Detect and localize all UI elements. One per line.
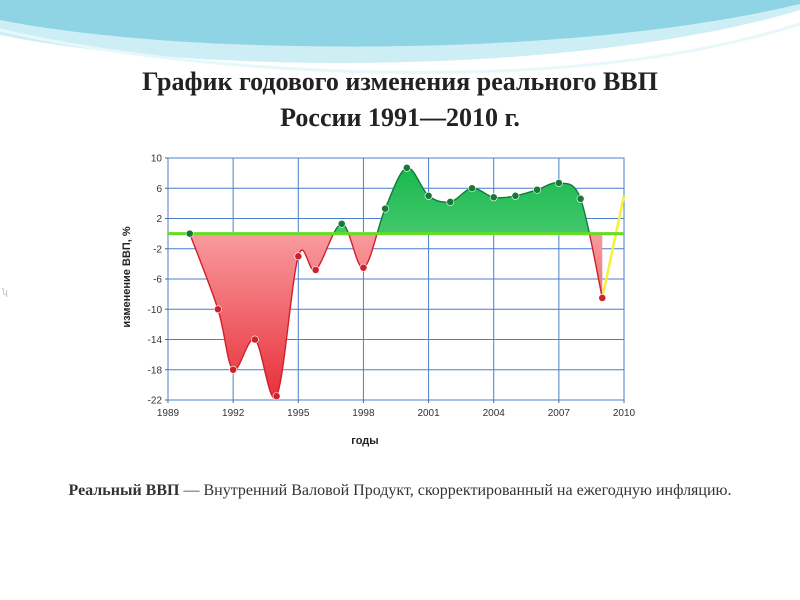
slide-title-line-1: График годового изменения реального ВВП bbox=[142, 67, 658, 96]
data-point bbox=[533, 185, 542, 194]
data-point bbox=[381, 204, 390, 213]
data-point bbox=[214, 305, 222, 314]
data-point bbox=[446, 197, 455, 206]
x-tick-label: 2007 bbox=[548, 408, 571, 419]
data-point bbox=[554, 179, 563, 187]
wave-highlight bbox=[0, 22, 800, 74]
data-point bbox=[424, 191, 433, 200]
x-tick-label: 2004 bbox=[483, 408, 506, 419]
caption-definition: — Внутренний Валовой Продукт, скорректир… bbox=[179, 482, 732, 499]
data-point bbox=[468, 184, 476, 193]
y-tick-label: 10 bbox=[151, 154, 163, 165]
wave-front bbox=[0, 0, 800, 47]
data-point bbox=[294, 252, 303, 261]
y-tick-label: -18 bbox=[148, 365, 163, 376]
data-point bbox=[250, 335, 259, 344]
x-tick-label: 2001 bbox=[417, 408, 440, 419]
slide-title: График годового изменения реального ВВП … bbox=[60, 64, 740, 136]
data-point bbox=[185, 229, 194, 238]
data-point bbox=[272, 392, 281, 401]
data-point bbox=[576, 194, 585, 203]
caption-term: Реальный ВВП bbox=[68, 482, 180, 499]
slide-title-line-2: России 1991—2010 г. bbox=[280, 103, 520, 132]
x-axis-ticks: 1989 1992 1995 1998 2001 2004 2007 2010 bbox=[157, 400, 636, 419]
negative-area bbox=[189, 233, 603, 399]
positive-area bbox=[189, 167, 603, 234]
y-axis-title: изменение ВВП, % bbox=[121, 226, 133, 327]
data-point bbox=[511, 191, 520, 200]
x-tick-label: 1995 bbox=[287, 408, 310, 419]
data-point bbox=[402, 163, 411, 172]
y-tick-label: 2 bbox=[156, 214, 162, 225]
x-tick-label: 1998 bbox=[352, 408, 375, 419]
y-axis-ticks: 10 6 2 -2 -6 -10 -14 -18 -22 bbox=[148, 154, 168, 407]
data-point bbox=[359, 263, 368, 272]
slide-caption: Реальный ВВП — Внутренний Валовой Продук… bbox=[60, 480, 740, 502]
data-point bbox=[311, 266, 320, 274]
forecast-line bbox=[601, 195, 626, 299]
y-tick-label: -22 bbox=[148, 396, 163, 407]
side-mark: ʮ bbox=[2, 288, 8, 298]
y-tick-label: -6 bbox=[153, 275, 162, 286]
data-point bbox=[337, 219, 346, 228]
chart-markers bbox=[185, 163, 607, 401]
slide-wave-decoration bbox=[0, 0, 800, 74]
x-tick-label: 1992 bbox=[222, 408, 245, 419]
x-axis-title: годы bbox=[351, 435, 378, 447]
gdp-chart: 1989 1992 1995 1998 2001 2004 2007 2010 10 6 2 -2 -… bbox=[121, 154, 636, 448]
y-tick-label: -14 bbox=[148, 335, 163, 346]
data-point bbox=[489, 193, 498, 202]
x-tick-label: 1989 bbox=[157, 408, 180, 419]
y-tick-label: -10 bbox=[148, 305, 163, 316]
y-tick-label: -2 bbox=[153, 244, 162, 255]
data-point bbox=[229, 365, 238, 374]
x-tick-label: 2010 bbox=[613, 408, 636, 419]
data-point bbox=[598, 294, 607, 302]
y-tick-label: 6 bbox=[156, 184, 162, 195]
